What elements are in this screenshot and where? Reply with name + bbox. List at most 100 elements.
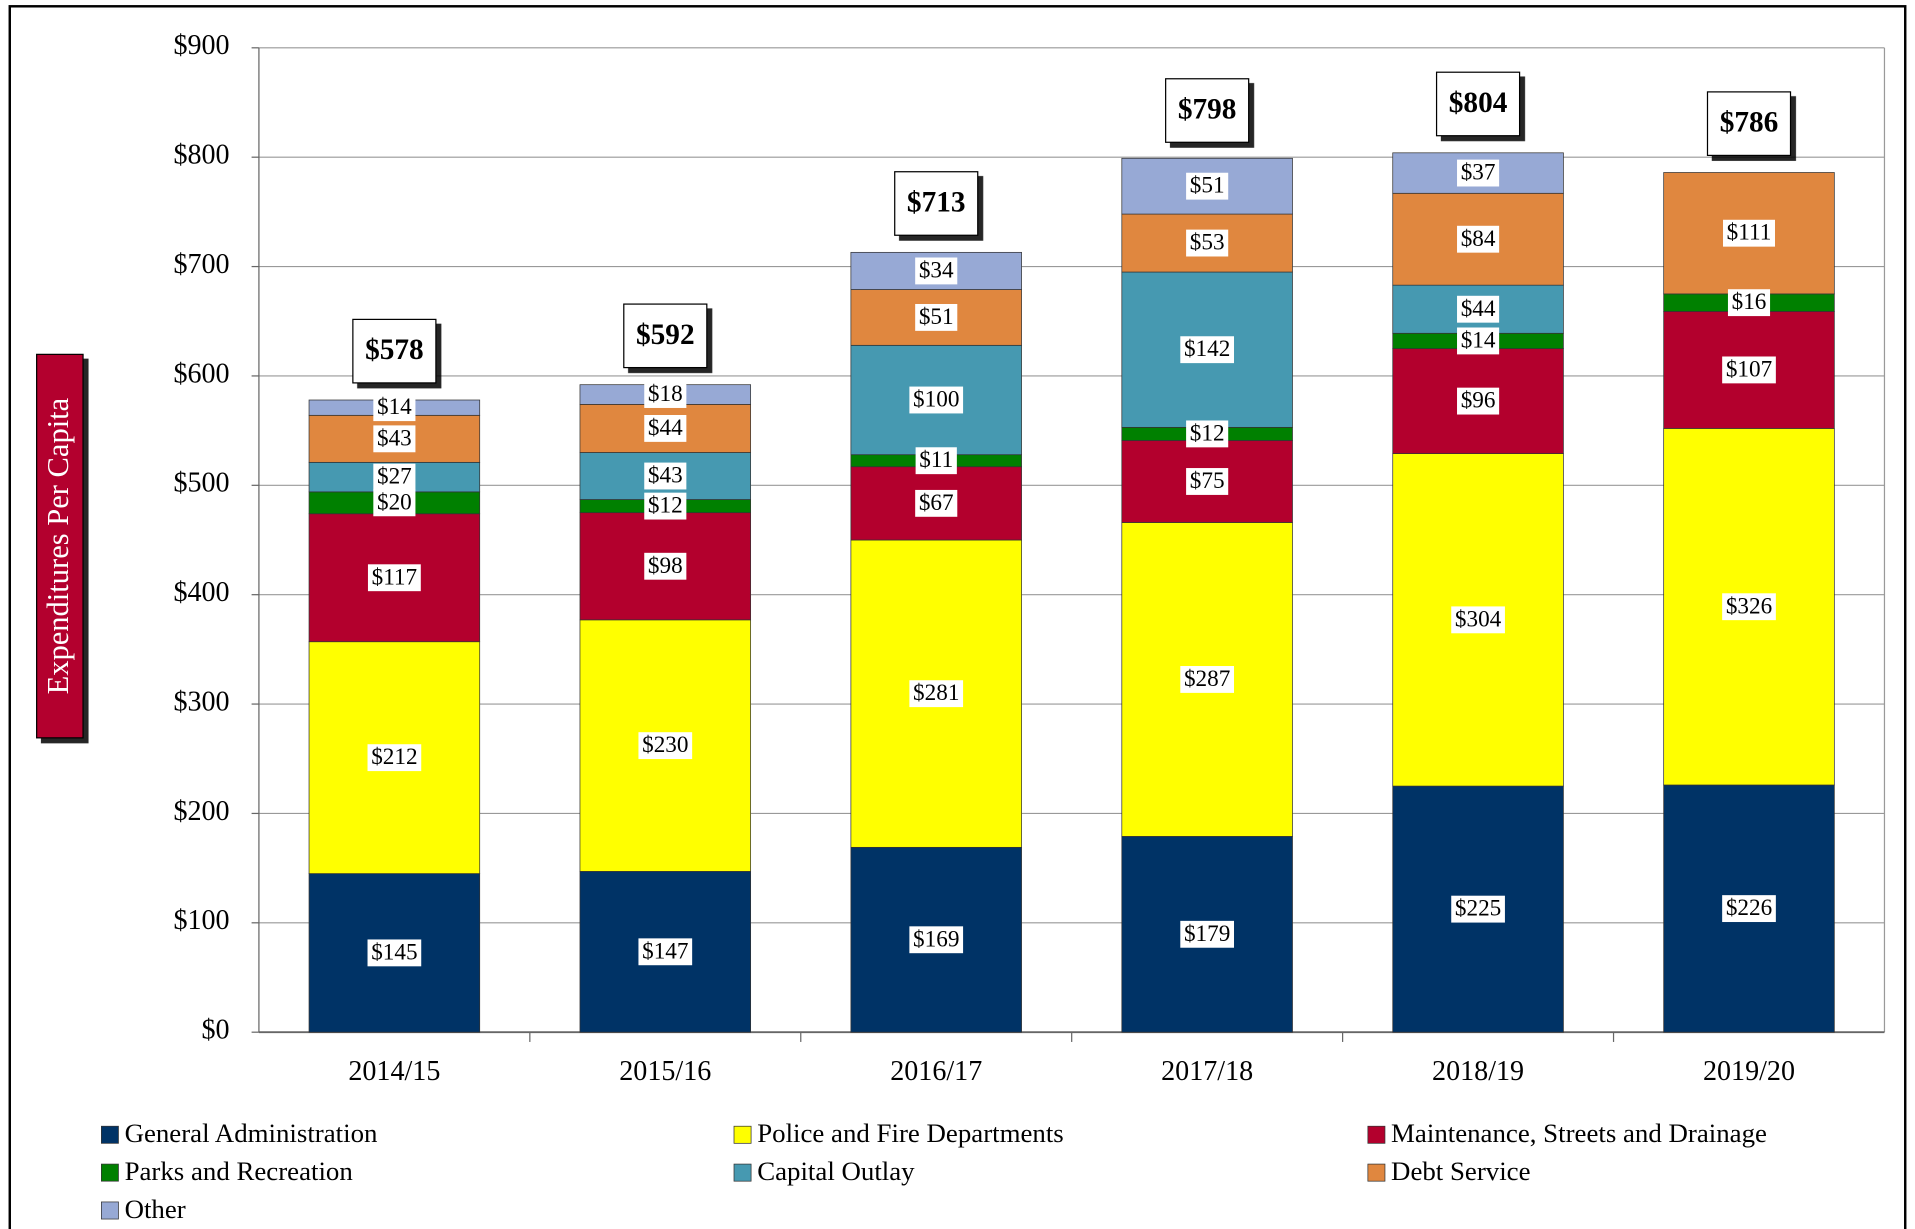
total-label-group: $592 bbox=[623, 303, 708, 369]
segment-label-box bbox=[1180, 920, 1235, 948]
segment-label-group: $107 bbox=[1722, 356, 1776, 384]
segment-label-box bbox=[1457, 387, 1500, 415]
total-label: $713 bbox=[907, 186, 966, 218]
total-label-box bbox=[352, 318, 437, 384]
segment-label: $14 bbox=[377, 394, 412, 420]
segment-label: $14 bbox=[1461, 327, 1496, 353]
total-label-box bbox=[1706, 91, 1792, 157]
segment-label: $12 bbox=[648, 493, 683, 519]
segment-label: $304 bbox=[1455, 606, 1502, 632]
total-label: $798 bbox=[1178, 93, 1237, 125]
segment-label-box bbox=[909, 680, 964, 708]
segment-label: $34 bbox=[919, 257, 954, 283]
segment-label: $107 bbox=[1726, 356, 1772, 382]
total-label-group: $713 bbox=[894, 171, 979, 236]
segment-label-group: $75 bbox=[1186, 468, 1229, 495]
segment-label-box bbox=[1186, 229, 1229, 257]
segment-label: $53 bbox=[1190, 230, 1225, 256]
segment-label: $51 bbox=[1190, 173, 1225, 199]
total-label: $786 bbox=[1720, 107, 1779, 139]
segment-label-group: $96 bbox=[1457, 387, 1500, 415]
segment-label: $12 bbox=[1190, 420, 1225, 446]
segment-label-box bbox=[915, 447, 957, 475]
segment-label-box bbox=[638, 938, 693, 966]
segment-label: $18 bbox=[648, 381, 683, 407]
segment-label-box bbox=[1457, 225, 1500, 253]
total-label-group: $786 bbox=[1706, 91, 1792, 157]
segment-label-group: $226 bbox=[1722, 895, 1776, 923]
legend-swatch bbox=[101, 1201, 119, 1220]
x-tick-label: 2019/20 bbox=[1703, 1056, 1795, 1087]
total-label-group: $804 bbox=[1435, 71, 1521, 137]
legend-swatch bbox=[101, 1163, 119, 1182]
y-tick-label: $800 bbox=[173, 140, 229, 171]
segment-label: $230 bbox=[642, 732, 688, 758]
segment-label-group: $225 bbox=[1451, 896, 1505, 923]
total-label-box bbox=[623, 303, 708, 369]
segment-label-box bbox=[644, 552, 687, 580]
segment-label: $287 bbox=[1184, 666, 1230, 692]
segment-label-box bbox=[373, 425, 416, 453]
segment-label-group: $287 bbox=[1180, 666, 1235, 693]
y-tick-label: $300 bbox=[173, 686, 229, 717]
segment-label-box bbox=[367, 564, 421, 592]
y-axis-title: Expenditures Per Capita bbox=[36, 353, 84, 739]
y-tick-label: $500 bbox=[173, 468, 229, 499]
segment-label: $117 bbox=[372, 564, 418, 590]
legend-label: Maintenance, Streets and Drainage bbox=[1391, 1118, 1767, 1148]
legend-label: Parks and Recreation bbox=[125, 1156, 354, 1186]
segment-label-group: $12 bbox=[1186, 420, 1229, 448]
segment-label: $212 bbox=[371, 744, 417, 770]
legend-label: General Administration bbox=[125, 1118, 378, 1148]
segment-label-group: $11 bbox=[915, 447, 957, 475]
segment-label-box bbox=[1722, 593, 1776, 621]
x-tick-label: 2015/16 bbox=[619, 1056, 711, 1087]
segment-label-group: $14 bbox=[1457, 327, 1500, 355]
segment-label: $67 bbox=[919, 490, 954, 516]
total-label-box bbox=[1165, 78, 1250, 143]
segment-label: $84 bbox=[1461, 226, 1496, 252]
segment-label: $326 bbox=[1726, 593, 1772, 619]
segment-label-group: $84 bbox=[1457, 225, 1500, 253]
segment-label-box bbox=[644, 415, 687, 442]
y-tick-label: $900 bbox=[173, 30, 229, 61]
segment-label-box bbox=[1186, 468, 1229, 495]
segment-label-group: $326 bbox=[1722, 593, 1776, 621]
total-label: $578 bbox=[365, 334, 424, 366]
segment-label: $179 bbox=[1184, 921, 1230, 947]
segment-label-group: $44 bbox=[1457, 296, 1500, 323]
segment-label: $43 bbox=[377, 425, 412, 451]
segment-label-box bbox=[638, 732, 693, 760]
segment-label-box bbox=[373, 394, 416, 422]
y-axis-title-text: Expenditures Per Capita bbox=[41, 397, 75, 694]
segment-label: $225 bbox=[1455, 896, 1501, 922]
x-tick-label: 2014/15 bbox=[348, 1056, 440, 1087]
segment-label-group: $43 bbox=[373, 425, 416, 453]
segment-label-box bbox=[1722, 356, 1776, 384]
legend-swatch bbox=[1367, 1163, 1386, 1182]
segment-label-box bbox=[1180, 666, 1235, 693]
segment-label-box bbox=[373, 489, 416, 517]
segment-label-box bbox=[1727, 289, 1771, 317]
segment-label-box bbox=[1722, 895, 1776, 923]
total-label-box bbox=[894, 171, 979, 236]
segment-label-group: $169 bbox=[909, 926, 964, 954]
legend-label: Other bbox=[125, 1194, 186, 1224]
segment-label-group: $51 bbox=[1186, 172, 1229, 200]
legend-swatch bbox=[1367, 1125, 1386, 1144]
segment-label: $147 bbox=[642, 938, 688, 964]
y-tick-label: $0 bbox=[202, 1015, 230, 1046]
segment-label-group: $14 bbox=[373, 394, 416, 422]
segment-label-box bbox=[1186, 420, 1229, 448]
segment-label-box bbox=[367, 744, 422, 772]
segment-label-box bbox=[915, 303, 958, 331]
y-axis-title-box bbox=[36, 353, 84, 739]
segment-label-box bbox=[1186, 172, 1229, 200]
segment-label: $43 bbox=[648, 463, 683, 489]
segment-label: $44 bbox=[648, 415, 683, 441]
segment-label-group: $304 bbox=[1451, 606, 1505, 634]
segment-label-box bbox=[915, 489, 958, 517]
segment-label-box bbox=[644, 381, 687, 408]
segment-label: $169 bbox=[913, 926, 959, 952]
